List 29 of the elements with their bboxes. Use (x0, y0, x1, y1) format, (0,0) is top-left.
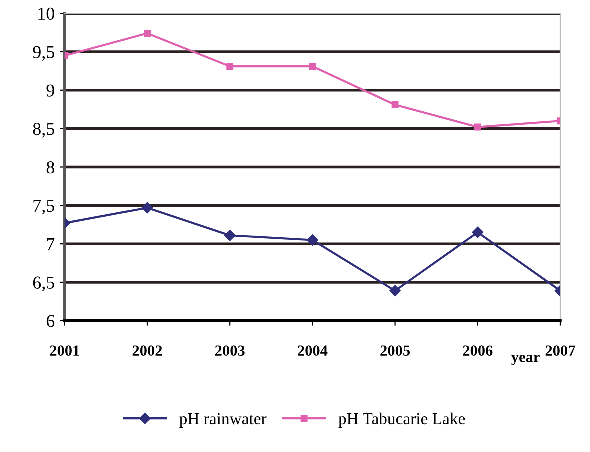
x-tick-label: 2002 (132, 346, 162, 356)
y-tick-label: 9 (46, 84, 54, 97)
y-tick-label: 8 (46, 161, 54, 174)
y-tick-label: 10 (38, 8, 54, 20)
x-axis-title: year (512, 354, 540, 366)
point (390, 285, 401, 297)
point (392, 102, 399, 108)
x-tick-label: 2003 (215, 346, 245, 356)
y-tick-label: 8,5 (33, 123, 54, 138)
point (224, 230, 236, 242)
point (226, 63, 234, 70)
point (472, 226, 484, 238)
x-tick-label: 2006 (463, 346, 493, 356)
point (307, 234, 318, 246)
legend-label: pH rainwater (180, 413, 267, 428)
y-tick-label: 7,5 (34, 200, 54, 215)
x-tick-label: 2007 (546, 346, 576, 356)
y-tick-label: 6,5 (33, 276, 54, 292)
point (142, 202, 154, 214)
x-tick-label: 2001 (50, 346, 80, 356)
y-tick-label: 7 (47, 238, 55, 250)
x-tick-label: 2005 (380, 346, 410, 356)
x-tick-label: 2004 (298, 346, 328, 356)
point (474, 124, 482, 131)
y-tick-label: 9,5 (33, 46, 54, 62)
y-tick-label: 6 (46, 315, 55, 328)
legend-label: pH Tabucarie Lake (338, 412, 466, 428)
point (144, 30, 151, 38)
point (309, 63, 316, 70)
